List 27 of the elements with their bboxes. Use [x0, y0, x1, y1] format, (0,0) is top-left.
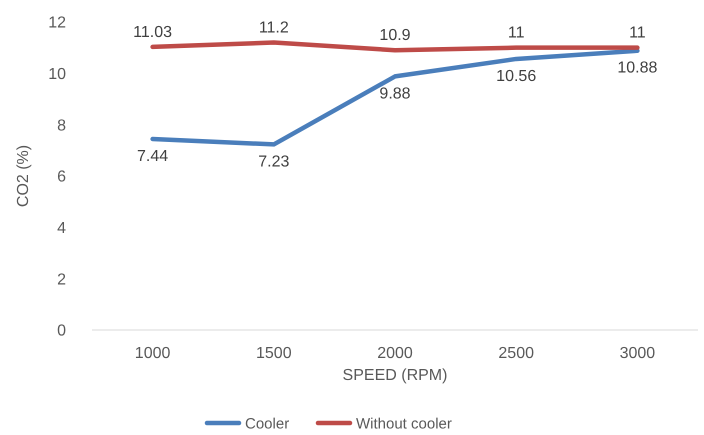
- x-tick-label: 1000: [134, 345, 170, 362]
- data-label: 10.9: [379, 27, 411, 44]
- x-tick-label: 2500: [498, 345, 534, 362]
- data-label: 11: [508, 24, 525, 42]
- legend-label: Without cooler: [356, 415, 452, 432]
- y-tick-label: 0: [57, 322, 66, 340]
- x-tick-label: 1500: [256, 345, 292, 362]
- data-label: 7.23: [258, 153, 290, 170]
- y-tick-label: 4: [57, 220, 66, 237]
- y-tick-label: 6: [57, 168, 66, 186]
- data-label: 10.88: [617, 60, 658, 77]
- data-label: 9.88: [379, 85, 411, 102]
- data-label: 7.44: [137, 148, 168, 166]
- y-tick-label: 12: [48, 14, 66, 32]
- x-axis-title: SPEED (RPM): [342, 367, 448, 384]
- data-label: 11: [629, 24, 646, 42]
- y-tick-label: 8: [57, 117, 66, 134]
- y-tick-label: 10: [48, 66, 66, 83]
- legend-label: Cooler: [245, 415, 290, 432]
- data-label: 11.2: [258, 20, 289, 37]
- y-axis-title: CO2 (%): [15, 144, 32, 208]
- line-series: [150, 40, 640, 52]
- data-label: 11.03: [133, 24, 172, 41]
- y-tick-label: 2: [57, 271, 66, 288]
- x-tick-label: 2000: [377, 345, 413, 362]
- x-tick-label: 3000: [620, 345, 656, 362]
- data-label: 10.56: [496, 68, 536, 85]
